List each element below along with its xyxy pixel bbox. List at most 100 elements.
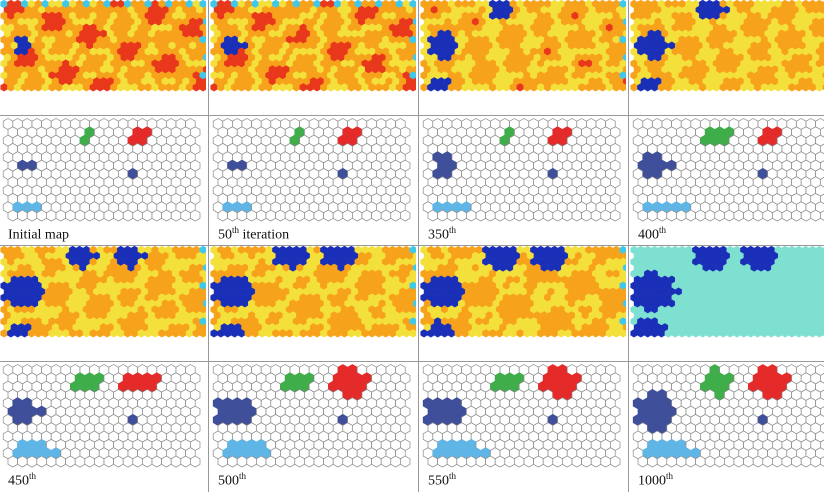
heat-cell xyxy=(151,83,159,92)
hex-node xyxy=(342,455,353,468)
heat-cell xyxy=(801,83,810,92)
hex-node xyxy=(380,209,392,222)
hex-node xyxy=(514,209,525,222)
caption-number: 350 xyxy=(428,228,449,243)
hex-node xyxy=(36,455,47,468)
hex-node xyxy=(820,210,824,221)
heat-cell xyxy=(224,329,232,338)
heat-cell xyxy=(265,329,273,338)
hex-node xyxy=(332,209,344,222)
heat-cell xyxy=(192,83,200,92)
hex-node xyxy=(265,209,276,222)
heat-cell xyxy=(103,83,111,92)
heat-cell xyxy=(333,83,342,92)
heat-cell xyxy=(557,83,566,92)
heat-cell xyxy=(0,329,8,338)
heat-cell xyxy=(427,83,435,92)
hex-node xyxy=(17,209,28,222)
heat-cell xyxy=(7,329,15,338)
heat-cell xyxy=(509,329,517,338)
hex-node xyxy=(36,209,47,222)
heat-cell xyxy=(55,329,63,338)
heat-cell xyxy=(347,329,356,338)
heat-cell xyxy=(564,329,572,338)
hex-node xyxy=(142,455,153,468)
hex-node xyxy=(647,209,658,222)
heat-cell xyxy=(402,329,410,338)
heat-cell xyxy=(557,329,566,338)
heat-cell xyxy=(217,329,225,338)
hex-node xyxy=(7,455,18,468)
heat-cell xyxy=(258,329,266,338)
heat-cell xyxy=(420,329,428,338)
hex-node-grid-svg xyxy=(2,118,201,222)
heat-cell xyxy=(82,83,91,92)
heat-cell xyxy=(137,83,146,92)
hex-node xyxy=(313,209,324,222)
hex-node xyxy=(84,209,95,222)
hex-node xyxy=(475,455,486,468)
heat-cell xyxy=(571,83,579,92)
hex-node xyxy=(55,209,66,222)
heat-cell xyxy=(808,83,817,92)
heat-cell xyxy=(265,83,273,92)
heat-cell xyxy=(320,329,328,338)
hex-node xyxy=(217,455,228,468)
hex-node xyxy=(762,209,773,222)
heat-cell xyxy=(375,329,383,338)
heat-cell xyxy=(0,83,8,92)
caption-suffix: th xyxy=(659,225,667,236)
heat-cell xyxy=(605,329,614,338)
heat-cell xyxy=(692,83,700,92)
hex-node xyxy=(246,209,257,222)
heat-cell xyxy=(509,83,517,92)
hex-node-grid-svg xyxy=(2,364,201,468)
heat-cell xyxy=(272,83,280,92)
hex-node xyxy=(504,455,515,468)
node-map-panel-2: 50th iteration xyxy=(210,116,416,246)
hex-node xyxy=(284,455,296,468)
caption-suffix: th xyxy=(29,471,37,482)
caption-suffix: th xyxy=(239,471,247,482)
heat-cell xyxy=(96,83,104,92)
heat-cell xyxy=(543,329,552,338)
heat-cell xyxy=(278,83,287,92)
hex-node xyxy=(446,455,458,468)
heat-cell xyxy=(21,83,29,92)
heat-cell xyxy=(48,83,56,92)
heat-cell xyxy=(420,83,428,92)
heat-cell xyxy=(733,83,741,92)
heat-cell xyxy=(502,329,511,338)
heat-cell xyxy=(637,83,645,92)
hex-node xyxy=(103,455,114,468)
caption-suffix: th xyxy=(449,471,457,482)
hex-node xyxy=(65,455,76,468)
hex-node xyxy=(236,455,248,468)
heat-cell xyxy=(165,329,173,338)
hex-node xyxy=(323,455,334,468)
heatmap-panel-3 xyxy=(420,0,626,114)
u-matrix-svg xyxy=(210,0,416,92)
heat-cell xyxy=(740,83,748,92)
heat-cell xyxy=(171,83,180,92)
heat-cell xyxy=(454,83,462,92)
hex-node xyxy=(190,455,201,468)
heat-cell xyxy=(461,329,469,338)
heat-cell xyxy=(678,83,686,92)
heat-cell xyxy=(767,83,776,92)
heat-cell xyxy=(591,83,600,92)
heat-cell xyxy=(278,329,287,338)
heat-cell xyxy=(158,329,166,338)
hex-node xyxy=(332,455,344,468)
hex-node xyxy=(810,209,821,222)
u-matrix-svg xyxy=(210,246,416,338)
iteration-caption: 500th xyxy=(216,468,249,490)
heat-cell xyxy=(217,83,225,92)
heat-cell xyxy=(685,83,693,92)
hex-node xyxy=(610,455,621,468)
hex-node xyxy=(390,455,401,468)
heat-cell xyxy=(368,329,376,338)
hex-node xyxy=(17,455,28,468)
heat-cell xyxy=(306,329,314,338)
